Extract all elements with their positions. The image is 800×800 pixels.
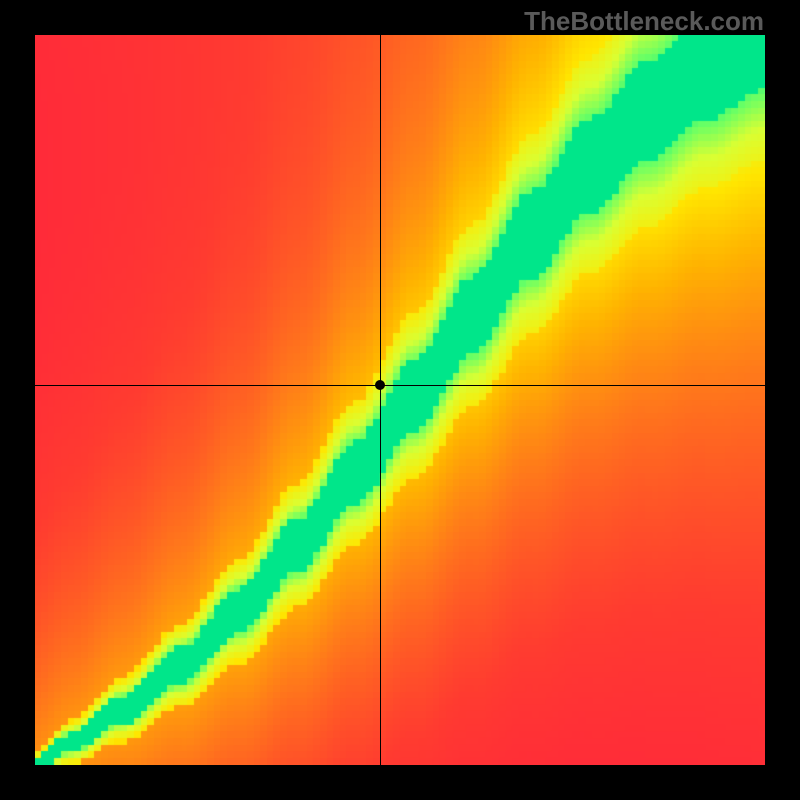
crosshair-vertical: [380, 35, 381, 765]
bottleneck-heatmap-chart: TheBottleneck.com: [0, 0, 800, 800]
watermark-text: TheBottleneck.com: [524, 6, 764, 37]
crosshair-horizontal: [35, 385, 765, 386]
heatmap-canvas: [35, 35, 765, 765]
